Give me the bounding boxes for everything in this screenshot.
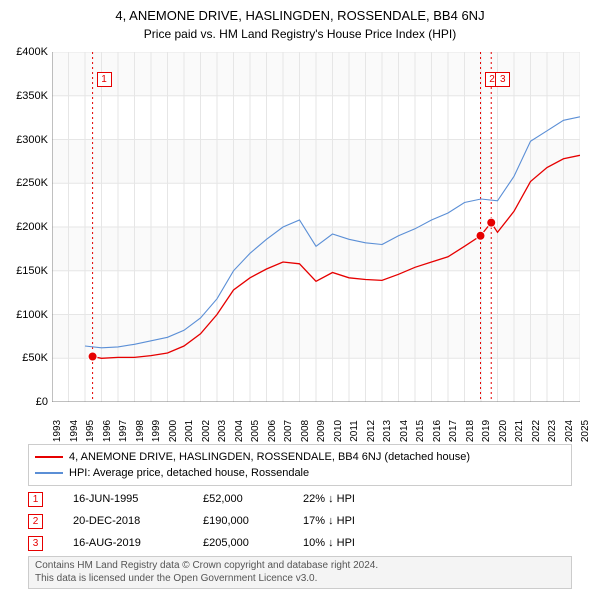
legend-row-property: 4, ANEMONE DRIVE, HASLINGDEN, ROSSENDALE… (35, 449, 565, 465)
x-tick-label: 2007 (283, 420, 294, 442)
x-tick-label: 1998 (135, 420, 146, 442)
marker-table-price: £190,000 (203, 515, 303, 527)
x-tick-label: 2011 (349, 420, 360, 442)
x-axis-labels: 1993 1994 1995 1996 1997 1998 1999 2000 2001 2002… (52, 405, 580, 445)
legend: 4, ANEMONE DRIVE, HASLINGDEN, ROSSENDALE… (28, 444, 572, 486)
marker-table-date: 16-JUN-1995 (73, 493, 203, 505)
chart-container: 4, ANEMONE DRIVE, HASLINGDEN, ROSSENDALE… (0, 0, 600, 590)
x-tick-label: 2025 (580, 420, 591, 442)
x-tick-label: 2015 (415, 420, 426, 442)
marker-table-price: £205,000 (203, 537, 303, 549)
x-tick-label: 2019 (481, 420, 492, 442)
x-tick-label: 2005 (250, 420, 261, 442)
marker-table-num: 1 (28, 492, 43, 507)
marker-table-date: 16-AUG-2019 (73, 537, 203, 549)
x-tick-label: 2020 (498, 420, 509, 442)
x-tick-label: 2022 (531, 420, 542, 442)
x-tick-label: 2014 (399, 420, 410, 442)
chart-marker-1: 1 (97, 72, 112, 87)
footer-line1: Contains HM Land Registry data © Crown c… (35, 560, 565, 573)
x-tick-label: 2003 (217, 420, 228, 442)
chart-subtitle: Price paid vs. HM Land Registry's House … (0, 27, 600, 41)
marker-table-num: 3 (28, 536, 43, 551)
legend-label-hpi: HPI: Average price, detached house, Ross… (69, 467, 309, 479)
y-tick-label: £400K (16, 46, 48, 58)
footer-line2: This data is licensed under the Open Gov… (35, 573, 565, 586)
legend-swatch-hpi (35, 472, 63, 474)
x-tick-label: 2006 (267, 420, 278, 442)
x-tick-label: 2021 (514, 420, 525, 442)
marker-table-row: 2 20-DEC-2018£190,00017% ↓ HPI (28, 510, 403, 532)
y-tick-label: £50K (22, 352, 48, 364)
x-tick-label: 2009 (316, 420, 327, 442)
chart-title-address: 4, ANEMONE DRIVE, HASLINGDEN, ROSSENDALE… (0, 0, 600, 23)
marker-table-diff: 22% ↓ HPI (303, 493, 403, 505)
y-tick-label: £200K (16, 221, 48, 233)
y-axis-labels: £0£50K£100K£150K£200K£250K£300K£350K£400… (0, 52, 50, 402)
x-tick-label: 2004 (234, 420, 245, 442)
chart-plot-area: 123 (52, 52, 580, 402)
legend-swatch-property (35, 456, 63, 458)
y-tick-label: £100K (16, 309, 48, 321)
legend-row-hpi: HPI: Average price, detached house, Ross… (35, 465, 565, 481)
x-tick-label: 1997 (118, 420, 129, 442)
y-tick-label: £250K (16, 177, 48, 189)
x-tick-label: 2010 (333, 420, 344, 442)
x-tick-label: 2016 (432, 420, 443, 442)
x-tick-label: 1996 (102, 420, 113, 442)
x-tick-label: 1999 (151, 420, 162, 442)
legend-label-property: 4, ANEMONE DRIVE, HASLINGDEN, ROSSENDALE… (69, 451, 470, 463)
x-tick-label: 1995 (85, 420, 96, 442)
x-tick-label: 2013 (382, 420, 393, 442)
y-tick-label: £350K (16, 90, 48, 102)
sales-markers-table: 1 16-JUN-1995£52,00022% ↓ HPI 2 20-DEC-2018… (28, 488, 403, 554)
marker-table-row: 1 16-JUN-1995£52,00022% ↓ HPI (28, 488, 403, 510)
x-tick-label: 2002 (201, 420, 212, 442)
x-tick-label: 1993 (52, 420, 63, 442)
chart-marker-3: 3 (495, 72, 510, 87)
footer-attribution: Contains HM Land Registry data © Crown c… (28, 556, 572, 589)
y-tick-label: £300K (16, 134, 48, 146)
marker-table-row: 3 16-AUG-2019£205,00010% ↓ HPI (28, 532, 403, 554)
x-tick-label: 2023 (547, 420, 558, 442)
x-tick-label: 2018 (465, 420, 476, 442)
y-tick-label: £0 (36, 396, 48, 408)
marker-table-num: 2 (28, 514, 43, 529)
marker-table-diff: 17% ↓ HPI (303, 515, 403, 527)
x-tick-label: 2024 (564, 420, 575, 442)
y-tick-label: £150K (16, 265, 48, 277)
x-tick-label: 2000 (168, 420, 179, 442)
x-tick-label: 2017 (448, 420, 459, 442)
marker-table-date: 20-DEC-2018 (73, 515, 203, 527)
chart-svg (52, 52, 580, 402)
x-tick-label: 2012 (366, 420, 377, 442)
marker-table-price: £52,000 (203, 493, 303, 505)
x-tick-label: 2008 (300, 420, 311, 442)
x-tick-label: 2001 (184, 420, 195, 442)
marker-table-diff: 10% ↓ HPI (303, 537, 403, 549)
x-tick-label: 1994 (69, 420, 80, 442)
